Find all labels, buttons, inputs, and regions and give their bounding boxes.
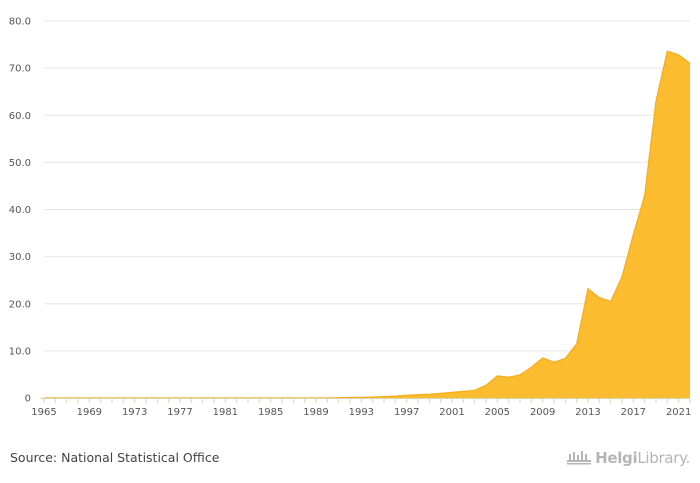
x-tick-label: 1989 [303, 407, 328, 418]
grid-lines [44, 20, 690, 352]
logo-text-light: Library. [637, 449, 690, 467]
x-tick-label: 1985 [258, 407, 283, 418]
x-tick-label: 1965 [31, 407, 56, 418]
logo-text: HelgiLibrary. [595, 449, 690, 467]
y-axis-ticks: 0 10.0 20.0 30.0 40.0 50.0 60.0 70.0 80.0 [9, 17, 31, 405]
x-tick-label: 1973 [122, 407, 147, 418]
logo-text-bold: Helgi [595, 449, 638, 467]
helgi-library-logo-icon [567, 451, 592, 465]
x-tick-label: 2009 [530, 407, 555, 418]
y-tick-label: 50.0 [9, 158, 31, 169]
helgi-library-logo: HelgiLibrary. [566, 448, 690, 468]
y-tick-label: 10.0 [9, 346, 31, 357]
y-tick-label: 70.0 [9, 64, 31, 75]
x-tick-label: 2021 [666, 407, 691, 418]
x-tick-label: 1997 [394, 407, 419, 418]
area-chart: 010.020.030.040.050.060.070.080.0 1965 19… [9, 17, 692, 419]
source-note: Source: National Statistical Office [10, 450, 220, 465]
y-tick-label: 60.0 [9, 111, 31, 122]
series-area [44, 51, 690, 398]
x-tick-label: 1981 [213, 407, 238, 418]
x-tick-label: 2013 [575, 407, 600, 418]
x-tick-label: 2017 [621, 407, 646, 418]
y-tick-label: 20.0 [9, 299, 31, 310]
x-tick-label: 1969 [77, 407, 102, 418]
x-tick-label: 1993 [349, 407, 374, 418]
x-axis-ticks: 1965 1969 1973 1977 1981 1985 1989 1993 1997 2001… [31, 398, 691, 418]
y-tick-label: 30.0 [9, 252, 31, 263]
y-tick-label: 0 [25, 394, 31, 405]
x-tick-label: 2001 [439, 407, 464, 418]
y-tick-label: 80.0 [9, 17, 31, 28]
x-tick-label: 2005 [485, 407, 510, 418]
y-tick-label: 40.0 [9, 205, 31, 216]
x-tick-label: 1977 [167, 407, 192, 418]
